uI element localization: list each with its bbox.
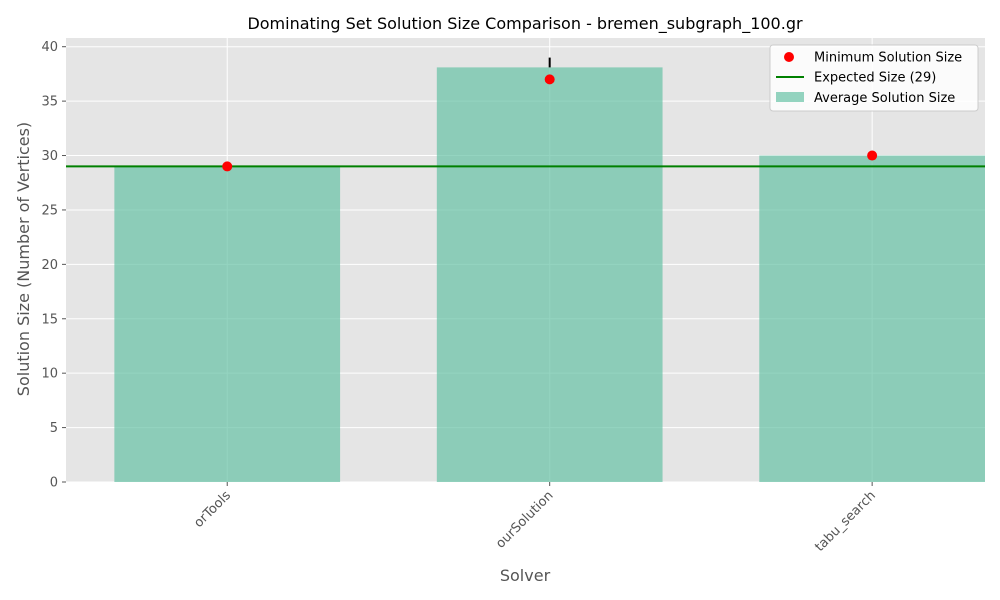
y-tick-label: 35 [41,95,58,110]
point-minimum-orTools [222,161,233,172]
bar-average-tabu_search [759,155,985,482]
y-tick-label: 20 [41,258,58,273]
bar-average-orTools [114,166,341,483]
x-tick-label: orTools [191,488,234,531]
y-tick-label: 40 [41,40,58,55]
bars [114,67,985,483]
bar-average-ourSolution [436,67,663,482]
point-minimum-ourSolution [544,74,555,85]
y-tick-label: 10 [41,367,58,382]
y-tick-label: 0 [50,476,58,491]
chart-title: Dominating Set Solution Size Comparison … [247,14,803,34]
y-axis-ticks: 0 5 10 15 20 25 30 35 40 [41,40,66,491]
legend-label-expected: Expected Size (29) [814,71,936,86]
x-tick-label: tabu_search [812,488,879,555]
y-tick-label: 5 [50,421,58,436]
minimum-points [222,74,878,172]
x-axis-ticks: orTools ourSolution tabu_search [191,482,879,555]
legend: Minimum Solution Size Expected Size (29)… [769,44,979,112]
x-tick-label: ourSolution [493,488,556,551]
y-axis-title: Solution Size (Number of Vertices) [14,122,33,396]
legend-marker-average [776,92,804,102]
legend-label-minimum: Minimum Solution Size [814,51,962,66]
legend-label-average: Average Solution Size [814,91,955,106]
legend-box [769,44,979,112]
x-axis-title: Solver [500,566,551,585]
legend-marker-minimum [784,52,794,62]
y-tick-label: 15 [41,312,58,327]
point-minimum-tabu_search [867,150,878,161]
y-tick-label: 30 [41,149,58,164]
y-tick-label: 25 [41,203,58,218]
